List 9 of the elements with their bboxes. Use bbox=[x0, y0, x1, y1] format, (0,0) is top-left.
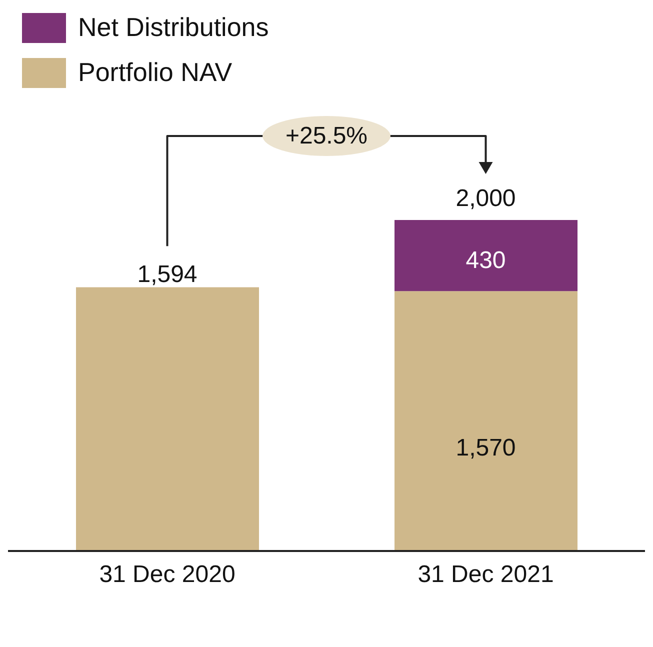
total-label: 2,000 bbox=[456, 185, 516, 212]
x-tick-label: 31 Dec 2020 bbox=[99, 561, 236, 588]
legend-label: Net Distributions bbox=[78, 12, 269, 43]
legend-label: Portfolio NAV bbox=[78, 57, 232, 88]
data-label: 430 bbox=[466, 246, 506, 274]
data-label: 1,570 bbox=[456, 434, 516, 462]
x-tick-label: 31 Dec 2021 bbox=[418, 561, 554, 588]
text: +25.5% bbox=[285, 122, 368, 150]
total-label: 1,594 bbox=[137, 261, 198, 288]
